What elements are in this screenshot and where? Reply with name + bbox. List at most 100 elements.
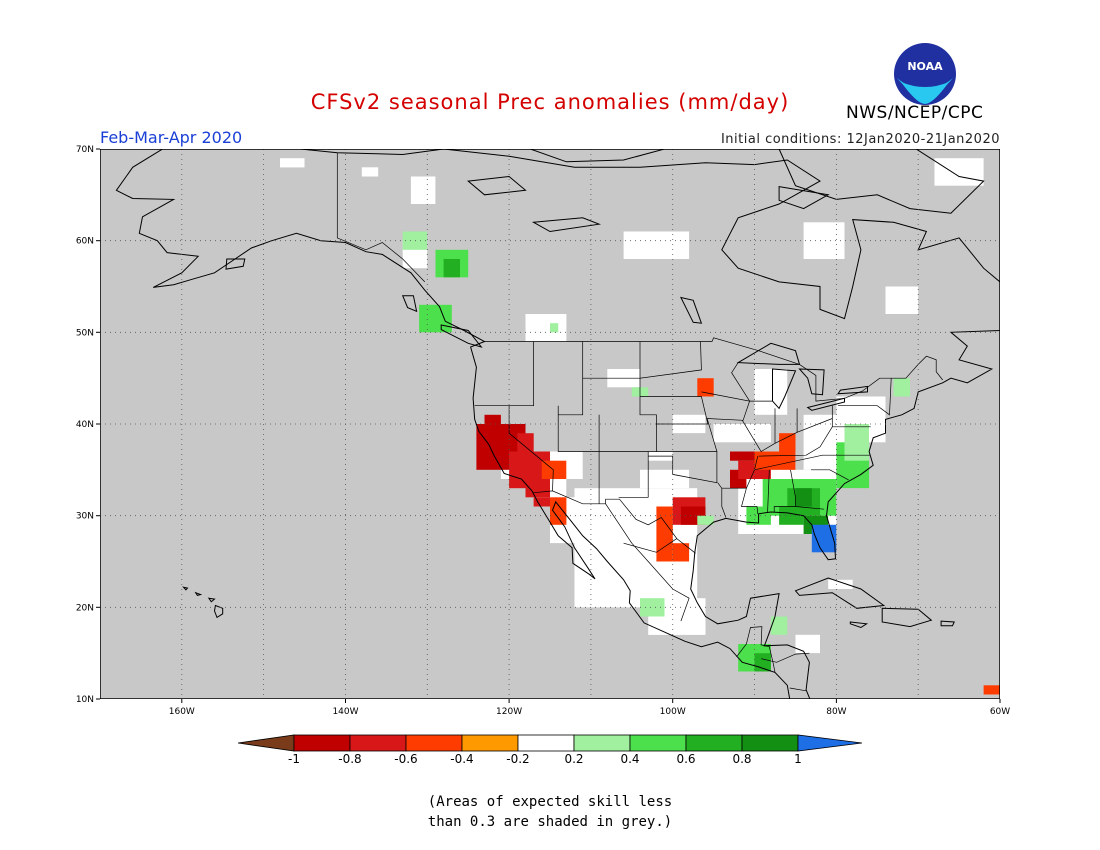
neutral-cell-18	[885, 286, 919, 314]
puerto-rico-coastline	[940, 620, 955, 627]
central-america-borders-2	[761, 652, 810, 663]
colorbar-labels: -1 -0.8 -0.6 -0.4 -0.2 0.2 0.4 0.6 0.8 1	[288, 752, 802, 766]
state-line-17	[754, 454, 870, 471]
cam-wet-3	[770, 616, 788, 635]
neutral-cell-23	[828, 579, 853, 589]
tx-wet	[697, 515, 714, 525]
baja-dry-2	[533, 497, 550, 507]
initial-conditions: Initial conditions: 12Jan2020-21Jan2020	[720, 132, 1000, 147]
lon-label: 140W	[332, 707, 358, 717]
colorbar-label: -0.6	[394, 752, 417, 766]
organization-label: NWS/NCEP/CPC	[846, 103, 984, 123]
state-line-18	[811, 469, 849, 481]
colorbar-label: 0.6	[676, 752, 695, 766]
kauai-coastline	[182, 586, 189, 591]
ca-dry-2	[484, 414, 501, 461]
us-mexico-border	[532, 490, 696, 554]
colorbar-label: 0.4	[620, 752, 639, 766]
gulf-wet-2	[779, 506, 804, 525]
mexico-state-lines	[605, 503, 690, 622]
skill-note: (Areas of expected skill less than 0.3 a…	[427, 794, 673, 830]
lon-label: 60W	[990, 707, 1010, 717]
state-line-13	[741, 456, 759, 514]
mx-dry	[656, 534, 673, 562]
hispaniola-coastline	[881, 607, 933, 628]
state-line-4	[557, 377, 657, 452]
lon-label: 160W	[169, 707, 195, 717]
lake-huron	[798, 368, 825, 396]
colorbar-segment	[629, 734, 687, 752]
neutral-cell-9	[754, 369, 788, 415]
colorbar	[238, 734, 862, 752]
lake-erie	[806, 397, 845, 411]
state-line-8	[640, 396, 709, 425]
hawaii-big-island-coastline	[213, 604, 224, 619]
state-line-26	[731, 362, 750, 402]
lat-label: 10N	[76, 695, 94, 705]
yukon-wet	[402, 231, 428, 250]
baja-dry	[550, 497, 567, 525]
colorbar-segment	[349, 734, 407, 752]
bc-wet-3	[419, 304, 452, 333]
colorbar-segment	[517, 734, 575, 752]
lat-label: 30N	[76, 512, 94, 522]
state-line-6	[618, 451, 649, 498]
lat-label: 60N	[76, 237, 94, 247]
state-line-7	[639, 341, 702, 379]
central-america-borders-3	[789, 687, 807, 692]
maui-coastline	[207, 597, 216, 603]
haida-gwaii-coastline	[401, 295, 418, 313]
neutral-cell-25	[762, 378, 780, 388]
colorbar-segment	[461, 734, 519, 752]
neutral-cell-24	[795, 634, 820, 654]
colorbar-label: -0.8	[338, 752, 361, 766]
oahu-coastline	[194, 591, 203, 596]
baffin-island-coastline	[778, 149, 985, 214]
neutral-cell-10	[713, 424, 771, 443]
coastlines	[115, 149, 1000, 699]
lake-winnipeg	[679, 296, 703, 324]
colorbar-segment	[741, 734, 799, 752]
neutral-cell-26	[820, 433, 837, 443]
colorbar-max-arrow	[797, 734, 862, 752]
colorbar-label: -0.4	[450, 752, 473, 766]
lat-label: 50N	[76, 328, 94, 338]
noaa-logo-text: NOAA	[907, 60, 943, 73]
victoria-island-coastline	[528, 149, 666, 163]
mt-wet	[550, 323, 559, 333]
colorbar-label: 0.8	[732, 752, 751, 766]
gridlines	[100, 149, 1000, 699]
ga-wet-2	[795, 488, 812, 507]
lon-label: 100W	[660, 707, 686, 717]
neutral-cell-15	[623, 231, 690, 259]
neutral-cell-20	[361, 167, 379, 177]
va-wet	[844, 424, 869, 461]
tx-dry-4	[689, 506, 706, 516]
neutral-cell-11	[640, 469, 690, 489]
colorbar-segment	[293, 734, 351, 752]
southampton-island-coastline	[778, 186, 830, 210]
lat-label: 70N	[76, 145, 94, 155]
lake-superior	[736, 342, 801, 365]
lon-label: 80W	[826, 707, 846, 717]
neutral-cell-13	[410, 176, 436, 204]
great-slave-lake	[531, 217, 602, 233]
colorbar-segment	[685, 734, 743, 752]
forecast-period: Feb-Mar-Apr 2020	[100, 128, 243, 147]
colorbar-label: 0.2	[564, 752, 583, 766]
lon-label: 120W	[496, 707, 522, 717]
colorbar-label: -1	[288, 752, 300, 766]
noaa-logo-icon: NOAA	[894, 43, 956, 105]
trinidad-dry	[983, 685, 1000, 695]
state-line-19	[758, 426, 871, 457]
state-line-11	[717, 482, 727, 518]
kodiak-coastline	[225, 258, 246, 270]
state-line-9	[648, 451, 718, 484]
state-line-16	[795, 506, 825, 510]
oh-dry	[779, 433, 796, 452]
neutral-cell-19	[280, 158, 305, 168]
colorbar-label: -0.2	[506, 752, 529, 766]
mexico-state-lines-2	[623, 538, 677, 553]
jamaica-coastline	[849, 621, 869, 629]
ne-wet	[893, 378, 910, 397]
